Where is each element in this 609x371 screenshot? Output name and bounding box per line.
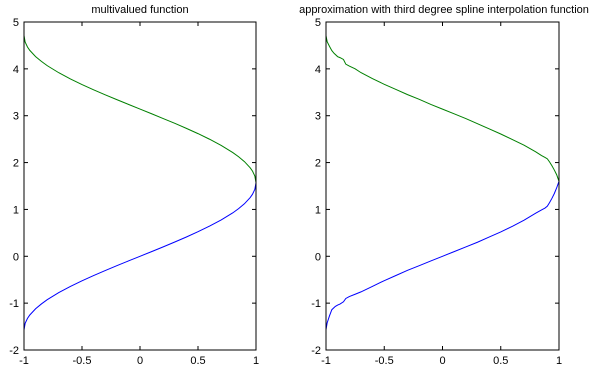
left-ytick-label: 1 — [13, 204, 19, 216]
right-series-upper-branch — [325, 35, 560, 182]
left-subplot: multivalued function -1 -0.5 0 0.5 1-2-10123… — [9, 4, 259, 367]
left-xtick-label: -0.5 — [73, 355, 92, 367]
right-xtick-label: 0 — [439, 355, 445, 367]
left-xtick-label: 0 — [137, 355, 143, 367]
left-ytick-label: 3 — [13, 111, 19, 123]
left-ytick-label: 0 — [13, 251, 19, 263]
left-ytick-label: 4 — [13, 64, 19, 76]
left-axes-frame — [23, 21, 257, 351]
left-xtick-label: 0.5 — [190, 355, 205, 367]
left-series-upper-branch — [23, 35, 257, 183]
right-xtick-label: -1 — [321, 355, 331, 367]
right-ytick-label: 4 — [315, 64, 321, 76]
left-series-lower-branch — [23, 182, 257, 330]
right-axes-frame — [325, 21, 560, 351]
right-ytick-label: 0 — [315, 251, 321, 263]
left-xtick-label: 1 — [253, 355, 259, 367]
right-ytick-label: 3 — [315, 111, 321, 123]
right-xtick-label: 0.5 — [493, 355, 508, 367]
right-ytick-label: -2 — [311, 345, 321, 357]
right-plot-title: approximation with third degree spline i… — [299, 4, 589, 16]
right-ytick-label: -1 — [311, 298, 321, 310]
right-xtick-label: -0.5 — [375, 355, 394, 367]
right-ytick-label: 5 — [315, 17, 321, 29]
left-ytick-label: 5 — [13, 17, 19, 29]
right-series-lower-branch — [325, 181, 560, 330]
left-ytick-label: 2 — [13, 158, 19, 170]
right-ytick-label: 1 — [315, 204, 321, 216]
left-plot-title: multivalued function — [91, 4, 188, 16]
right-ytick-label: 2 — [315, 158, 321, 170]
left-xtick-label: -1 — [19, 355, 29, 367]
left-ytick-label: -2 — [9, 345, 19, 357]
right-subplot: approximation with third degree spline i… — [299, 4, 589, 367]
right-xtick-label: 1 — [556, 355, 562, 367]
left-ytick-label: -1 — [9, 298, 19, 310]
